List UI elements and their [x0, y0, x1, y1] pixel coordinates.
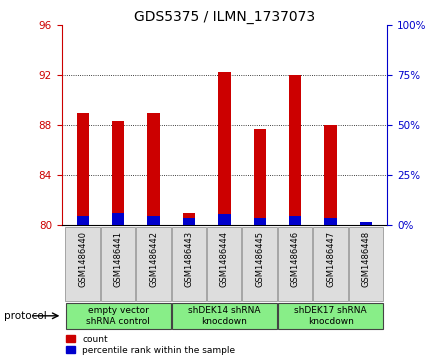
Bar — [253, 129, 266, 225]
Text: GSM1486448: GSM1486448 — [362, 231, 370, 287]
Bar — [77, 216, 89, 225]
FancyBboxPatch shape — [172, 303, 277, 329]
Bar — [360, 223, 372, 225]
FancyBboxPatch shape — [66, 303, 171, 329]
Bar — [324, 218, 337, 225]
FancyBboxPatch shape — [172, 227, 206, 301]
Bar — [183, 213, 195, 225]
FancyBboxPatch shape — [278, 303, 383, 329]
Bar — [324, 125, 337, 225]
Text: GSM1486447: GSM1486447 — [326, 231, 335, 287]
Bar — [218, 214, 231, 225]
FancyBboxPatch shape — [313, 227, 348, 301]
Bar — [112, 122, 125, 225]
Bar — [77, 113, 89, 225]
Text: GSM1486444: GSM1486444 — [220, 231, 229, 287]
Title: GDS5375 / ILMN_1737073: GDS5375 / ILMN_1737073 — [134, 11, 315, 24]
Bar — [147, 216, 160, 225]
Bar — [147, 113, 160, 225]
FancyBboxPatch shape — [207, 227, 242, 301]
FancyBboxPatch shape — [66, 227, 100, 301]
Bar — [183, 218, 195, 225]
Text: GSM1486441: GSM1486441 — [114, 231, 123, 287]
Text: GSM1486445: GSM1486445 — [255, 231, 264, 287]
Text: empty vector
shRNA control: empty vector shRNA control — [86, 306, 150, 326]
Bar — [253, 218, 266, 225]
Text: GSM1486443: GSM1486443 — [184, 231, 194, 287]
Text: shDEK14 shRNA
knocdown: shDEK14 shRNA knocdown — [188, 306, 260, 326]
FancyBboxPatch shape — [278, 227, 312, 301]
Bar — [218, 72, 231, 225]
Bar — [360, 222, 372, 225]
Text: shDEK17 shRNA
knocdown: shDEK17 shRNA knocdown — [294, 306, 367, 326]
Bar — [289, 216, 301, 225]
FancyBboxPatch shape — [101, 227, 135, 301]
FancyBboxPatch shape — [348, 227, 383, 301]
Bar — [112, 213, 125, 225]
Text: protocol: protocol — [4, 311, 47, 321]
Bar — [289, 75, 301, 225]
Text: GSM1486442: GSM1486442 — [149, 231, 158, 287]
FancyBboxPatch shape — [242, 227, 277, 301]
Text: GSM1486440: GSM1486440 — [78, 231, 87, 287]
FancyBboxPatch shape — [136, 227, 171, 301]
Legend: count, percentile rank within the sample: count, percentile rank within the sample — [66, 335, 235, 355]
Text: GSM1486446: GSM1486446 — [291, 231, 300, 287]
